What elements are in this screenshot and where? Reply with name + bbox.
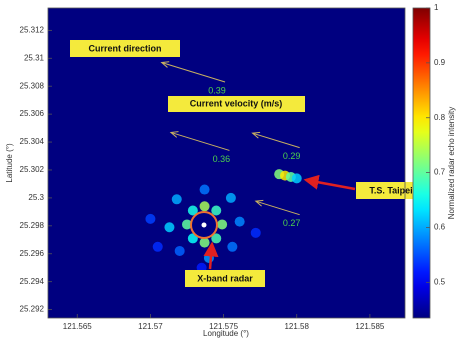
echo-cell [251, 228, 261, 238]
callout-text: X-band radar [197, 273, 253, 283]
callout-text: Current velocity (m/s) [190, 98, 283, 108]
y-tick-label: 25.3 [28, 193, 44, 202]
colorbar-tick-label: 0.9 [434, 58, 446, 67]
y-tick-label: 25.304 [20, 137, 45, 146]
y-tick-label: 25.31 [24, 53, 45, 62]
echo-cell [200, 185, 210, 195]
y-tick-label: 25.298 [20, 221, 45, 230]
y-axis-label: Latitude (°) [5, 143, 14, 183]
y-tick-label: 25.296 [20, 249, 45, 258]
echo-cell [175, 246, 185, 256]
echo-cell [204, 253, 214, 263]
x-tick-label: 121.575 [209, 322, 238, 331]
colorbar [413, 8, 430, 318]
velocity-label: 0.27 [283, 218, 301, 228]
colorbar-tick-label: 0.8 [434, 113, 446, 122]
echo-cell [200, 201, 210, 211]
y-tick-label: 25.292 [20, 305, 45, 314]
echo-cell [153, 242, 163, 252]
x-tick-label: 121.58 [284, 322, 309, 331]
echo-cell [217, 219, 227, 229]
x-tick-label: 121.57 [138, 322, 163, 331]
chart: 0.39 0.36 0.29 0.27 Current direction Curre… [0, 0, 461, 342]
echo-cell [172, 194, 182, 204]
echo-cell [292, 173, 302, 183]
colorbar-tick-label: 0.6 [434, 223, 446, 232]
velocity-label: 0.39 [208, 85, 226, 95]
y-tick-label: 25.306 [20, 109, 45, 118]
x-tick-label: 121.585 [355, 322, 384, 331]
y-tick-label: 25.294 [20, 277, 45, 286]
echo-cell [226, 193, 236, 203]
callout-text: T.S. Taipei [369, 185, 412, 195]
echo-cell [200, 238, 210, 248]
callout-text: Current direction [88, 43, 161, 53]
velocity-label: 0.29 [283, 151, 301, 161]
y-tick-label: 25.312 [20, 25, 45, 34]
velocity-label: 0.36 [213, 154, 231, 164]
echo-cell [145, 214, 155, 224]
x-tick-label: 121.565 [63, 322, 92, 331]
colorbar-tick-label: 1 [434, 3, 439, 12]
echo-cell [164, 222, 174, 232]
y-tick-label: 25.308 [20, 81, 45, 90]
echo-cell [211, 205, 221, 215]
colorbar-label: Normalized radar echo intensity [447, 107, 456, 220]
echo-cell [235, 217, 245, 227]
colorbar-tick-label: 0.5 [434, 277, 446, 286]
echo-cell [227, 242, 237, 252]
colorbar-tick-label: 0.7 [434, 168, 446, 177]
radar-center [202, 223, 207, 228]
y-tick-label: 25.302 [20, 165, 45, 174]
